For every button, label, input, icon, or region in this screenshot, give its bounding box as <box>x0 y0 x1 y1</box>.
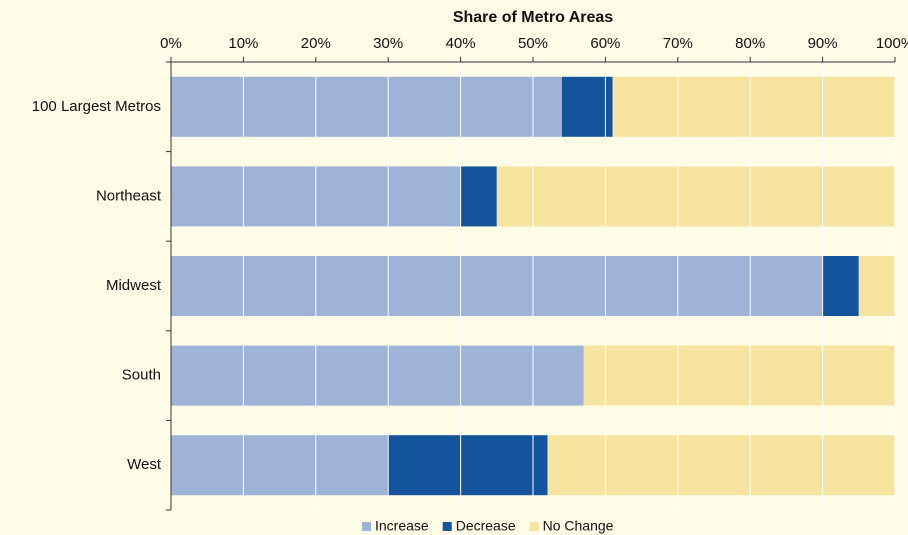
legend-label: No Change <box>543 518 614 534</box>
bar-segment <box>547 435 895 496</box>
chart-title: Share of Metro Areas <box>453 9 613 26</box>
legend-label: Increase <box>375 518 429 534</box>
bar-segment <box>460 166 497 227</box>
x-tick-label: 100% <box>876 35 908 52</box>
x-tick-label: 0% <box>160 35 182 52</box>
y-tick-label: Northeast <box>96 187 162 204</box>
bar-segment <box>612 76 895 137</box>
legend-swatch <box>362 522 371 531</box>
x-tick-label: 10% <box>228 35 258 52</box>
bar-segment <box>496 166 895 227</box>
legend-label: Decrease <box>456 518 516 534</box>
bar-segment <box>858 256 895 316</box>
y-tick-label: Midwest <box>106 277 162 294</box>
x-tick-label: 30% <box>373 35 403 52</box>
bar-segment <box>388 435 548 496</box>
legend-swatch <box>442 522 452 531</box>
x-tick-label: 50% <box>518 35 548 52</box>
bar-segment <box>561 76 613 137</box>
bar-segment <box>171 345 584 406</box>
bar-segment <box>171 256 823 316</box>
x-tick-label: 60% <box>590 35 620 52</box>
x-tick-label: 80% <box>735 35 765 52</box>
bar-segment <box>171 435 389 496</box>
x-tick-label: 40% <box>446 35 476 52</box>
x-tick-label: 90% <box>808 35 838 52</box>
y-tick-label: 100 Largest Metros <box>32 98 161 115</box>
y-tick-label: South <box>122 367 161 384</box>
bar-segment <box>583 345 895 406</box>
bar-segment <box>171 76 562 137</box>
x-tick-label: 70% <box>663 35 693 52</box>
legend-swatch <box>529 522 539 531</box>
y-tick-label: West <box>127 456 162 473</box>
bar-segment <box>822 256 859 316</box>
x-tick-label: 20% <box>301 35 331 52</box>
